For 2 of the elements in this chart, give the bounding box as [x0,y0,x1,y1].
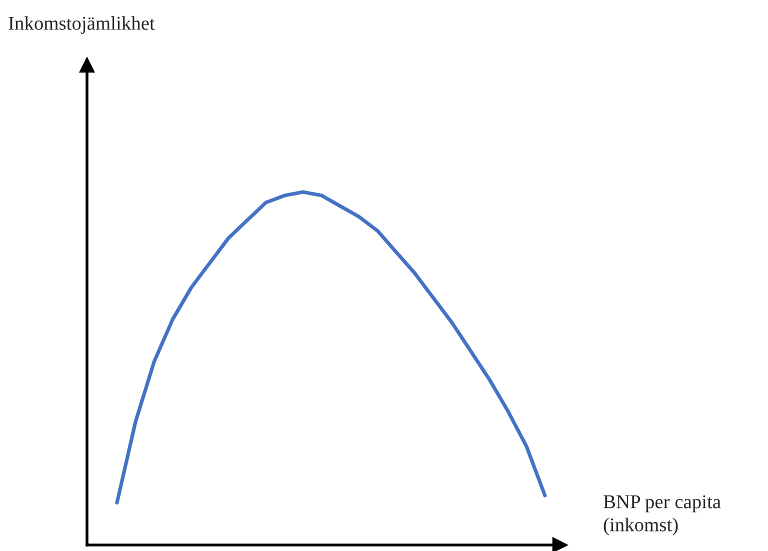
x-axis-title: BNP per capita (inkomst) [604,495,721,536]
text: Inkomstojämlikhet [8,16,155,34]
